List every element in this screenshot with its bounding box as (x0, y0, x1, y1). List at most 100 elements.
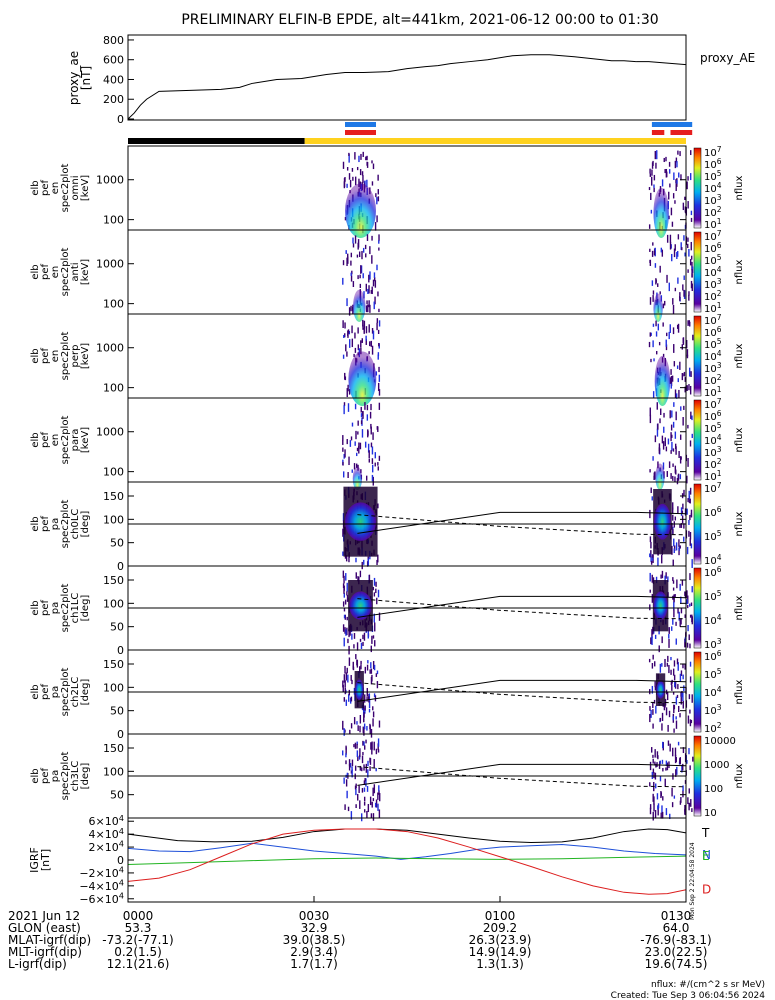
speckle (359, 714, 362, 724)
igrf-series-N (127, 842, 687, 860)
speckle (652, 323, 655, 327)
speckle (687, 201, 689, 209)
speckle (346, 627, 348, 636)
speckle (649, 807, 652, 815)
speckle (652, 701, 654, 708)
speckle (650, 637, 652, 645)
speckle (369, 725, 371, 734)
speckle (368, 274, 370, 283)
speckle (349, 440, 352, 447)
speckle (689, 321, 691, 327)
speckle (344, 599, 347, 605)
speckle (363, 729, 365, 736)
speckle (668, 664, 670, 674)
colorbar-tick-label: 106 (704, 505, 722, 519)
speckle (343, 585, 345, 594)
speckle (342, 277, 344, 285)
speckle (652, 709, 654, 715)
speckle (368, 458, 370, 463)
speckle (378, 809, 381, 818)
speckle (688, 788, 690, 794)
plot-title: PRELIMINARY ELFIN-B EPDE, alt=441km, 202… (181, 12, 658, 28)
speckle (664, 169, 666, 174)
speckle (654, 435, 657, 443)
speckle (652, 295, 654, 302)
speckle (377, 738, 380, 747)
speckle (677, 607, 679, 614)
speckle (371, 747, 373, 755)
igrf-series-E (127, 855, 687, 866)
speckle (655, 162, 657, 169)
colorbar-tick-label: 105 (704, 169, 722, 183)
speckle (356, 642, 359, 651)
speckle (682, 692, 684, 702)
speckle (364, 778, 366, 782)
speckle (349, 339, 351, 348)
speckle (666, 471, 668, 477)
speckle (648, 341, 651, 348)
y-tick-label: 1000 (96, 342, 124, 355)
speckle (352, 661, 354, 667)
speckle (670, 244, 672, 249)
y-tick-label: 50 (110, 537, 124, 550)
speckle (374, 640, 376, 647)
speckle (369, 246, 371, 255)
speckle (683, 235, 685, 241)
y-tick-label: 150 (103, 742, 124, 755)
speckle (651, 250, 654, 257)
speckle (672, 298, 674, 305)
footer-cell: 26.3(23.9) (469, 933, 532, 947)
speckle (362, 319, 364, 327)
speckle (357, 793, 359, 801)
footer-row-label: 2021 Jun 12 (8, 909, 80, 923)
speckle (691, 269, 693, 278)
speckle (652, 554, 654, 558)
speckle (346, 616, 348, 621)
sunlight-bar-dark (128, 138, 305, 144)
speckle (348, 759, 351, 767)
speckle (676, 579, 678, 589)
speckle (363, 632, 366, 641)
speckle (672, 587, 675, 591)
speckle (344, 449, 346, 458)
speckle (357, 275, 359, 280)
speckle (659, 291, 661, 295)
speckle (691, 694, 693, 703)
speckle (680, 608, 683, 614)
speckle (343, 728, 345, 736)
y-tick-label: 100 (103, 466, 124, 479)
speckle (672, 448, 675, 452)
speckle (371, 160, 373, 164)
speckle (652, 391, 655, 398)
speckle (343, 614, 346, 619)
y-tick-label: 100 (103, 298, 124, 311)
proxy-ae-panel: 0 200 400 600 800 proxy_AE proxy_ae[nT] (67, 34, 755, 126)
speckle (354, 441, 356, 446)
speckle (374, 462, 376, 467)
speckle (656, 751, 659, 759)
speckle (374, 622, 376, 632)
colorbar-tick-label: 106 (704, 409, 722, 423)
speckle (691, 586, 693, 593)
speckle (651, 280, 654, 286)
speckle (342, 447, 344, 452)
speckle (365, 253, 367, 258)
speckle (657, 323, 660, 331)
speckle (673, 172, 675, 180)
y-tick-label: 100 (103, 597, 124, 610)
speckle (661, 759, 664, 764)
speckle (351, 422, 354, 427)
speckle (351, 759, 354, 767)
speckle (348, 657, 351, 666)
speckle (674, 594, 676, 598)
speckle (658, 645, 660, 653)
speckle (364, 244, 367, 250)
speckle (683, 371, 686, 377)
speckle (662, 462, 665, 470)
speckle (362, 247, 365, 253)
speckle (370, 662, 372, 669)
speckle (687, 269, 689, 273)
speckle (649, 332, 651, 337)
speckle (359, 274, 361, 279)
speckle (376, 426, 379, 430)
